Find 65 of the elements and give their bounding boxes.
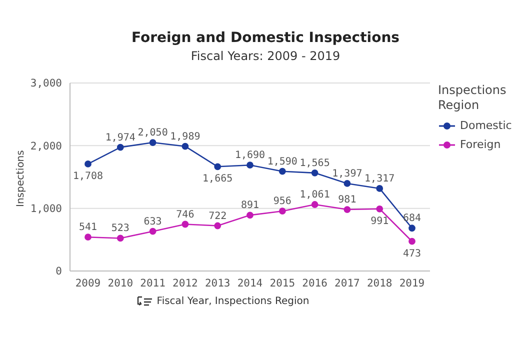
- y-tick-label: 3,000: [30, 78, 62, 90]
- point: [116, 234, 124, 242]
- data-label: 981: [338, 194, 356, 206]
- y-tick-label: 2,000: [30, 140, 62, 152]
- point: [311, 169, 318, 176]
- data-label: 473: [402, 248, 422, 260]
- x-tick-label: 2016: [302, 277, 328, 290]
- point: [278, 208, 286, 215]
- x-tick-label: 2017: [334, 277, 360, 290]
- x-tick-label: 2018: [366, 277, 392, 290]
- data-label: 541: [78, 222, 98, 234]
- data-label: 1,665: [202, 174, 233, 185]
- x-tick-label: 2011: [140, 277, 166, 290]
- point: [84, 234, 92, 241]
- point: [149, 228, 156, 235]
- data-label: 1,317: [364, 173, 395, 184]
- data-label: 633: [144, 216, 162, 228]
- data-label: 2,050: [138, 128, 168, 139]
- x-tick-label: 2013: [204, 277, 230, 290]
- y-tick-label: 0: [56, 266, 62, 278]
- point: [149, 139, 156, 146]
- point: [278, 168, 286, 175]
- legend-title: Inspections Region: [438, 83, 508, 113]
- x-tick-label: 2019: [399, 277, 425, 290]
- x-tick-label: 2012: [172, 277, 198, 290]
- point: [376, 205, 384, 212]
- data-label: 1,708: [72, 170, 104, 182]
- point: [344, 206, 351, 213]
- point: [408, 224, 416, 232]
- data-label: 722: [208, 210, 227, 222]
- y-axis-title: Inspections: [16, 150, 27, 207]
- data-label: 1,690: [234, 150, 266, 162]
- x-tick-label: 2015: [270, 277, 296, 290]
- x-tick-label: 2009: [75, 277, 101, 290]
- chart-subtitle: Fiscal Years: 2009 - 2019: [190, 49, 342, 63]
- data-label: 991: [370, 216, 389, 227]
- point: [182, 220, 189, 228]
- point: [408, 238, 416, 245]
- point: [344, 180, 351, 187]
- legend-label: Foreign: [460, 138, 501, 151]
- data-label: 1,397: [332, 168, 362, 180]
- data-label: 891: [240, 200, 260, 212]
- point: [84, 160, 92, 168]
- point: [311, 201, 318, 208]
- data-label: 523: [111, 223, 130, 234]
- point: [376, 185, 384, 192]
- data-label: 1,590: [267, 156, 298, 168]
- data-label: 956: [273, 196, 292, 208]
- point: [116, 144, 124, 151]
- chart-title: Foreign and Domestic Inspections: [130, 30, 401, 46]
- x-axis-title: Fiscal Year, Inspections Region: [156, 296, 310, 306]
- point: [182, 142, 189, 150]
- y-tick-label: 1,000: [30, 203, 62, 216]
- point: [214, 163, 222, 170]
- data-label: 1,061: [300, 190, 330, 201]
- point: [246, 162, 254, 169]
- point: [246, 212, 254, 219]
- data-label: 1,989: [170, 131, 200, 142]
- x-tick-label: 2014: [237, 277, 263, 290]
- data-label: 1,565: [300, 158, 330, 169]
- data-label: 746: [176, 209, 194, 220]
- point: [214, 222, 222, 230]
- data-label: 1,974: [105, 132, 136, 144]
- legend-label: Domestic: [460, 119, 512, 132]
- x-tick-label: 2010: [108, 277, 134, 290]
